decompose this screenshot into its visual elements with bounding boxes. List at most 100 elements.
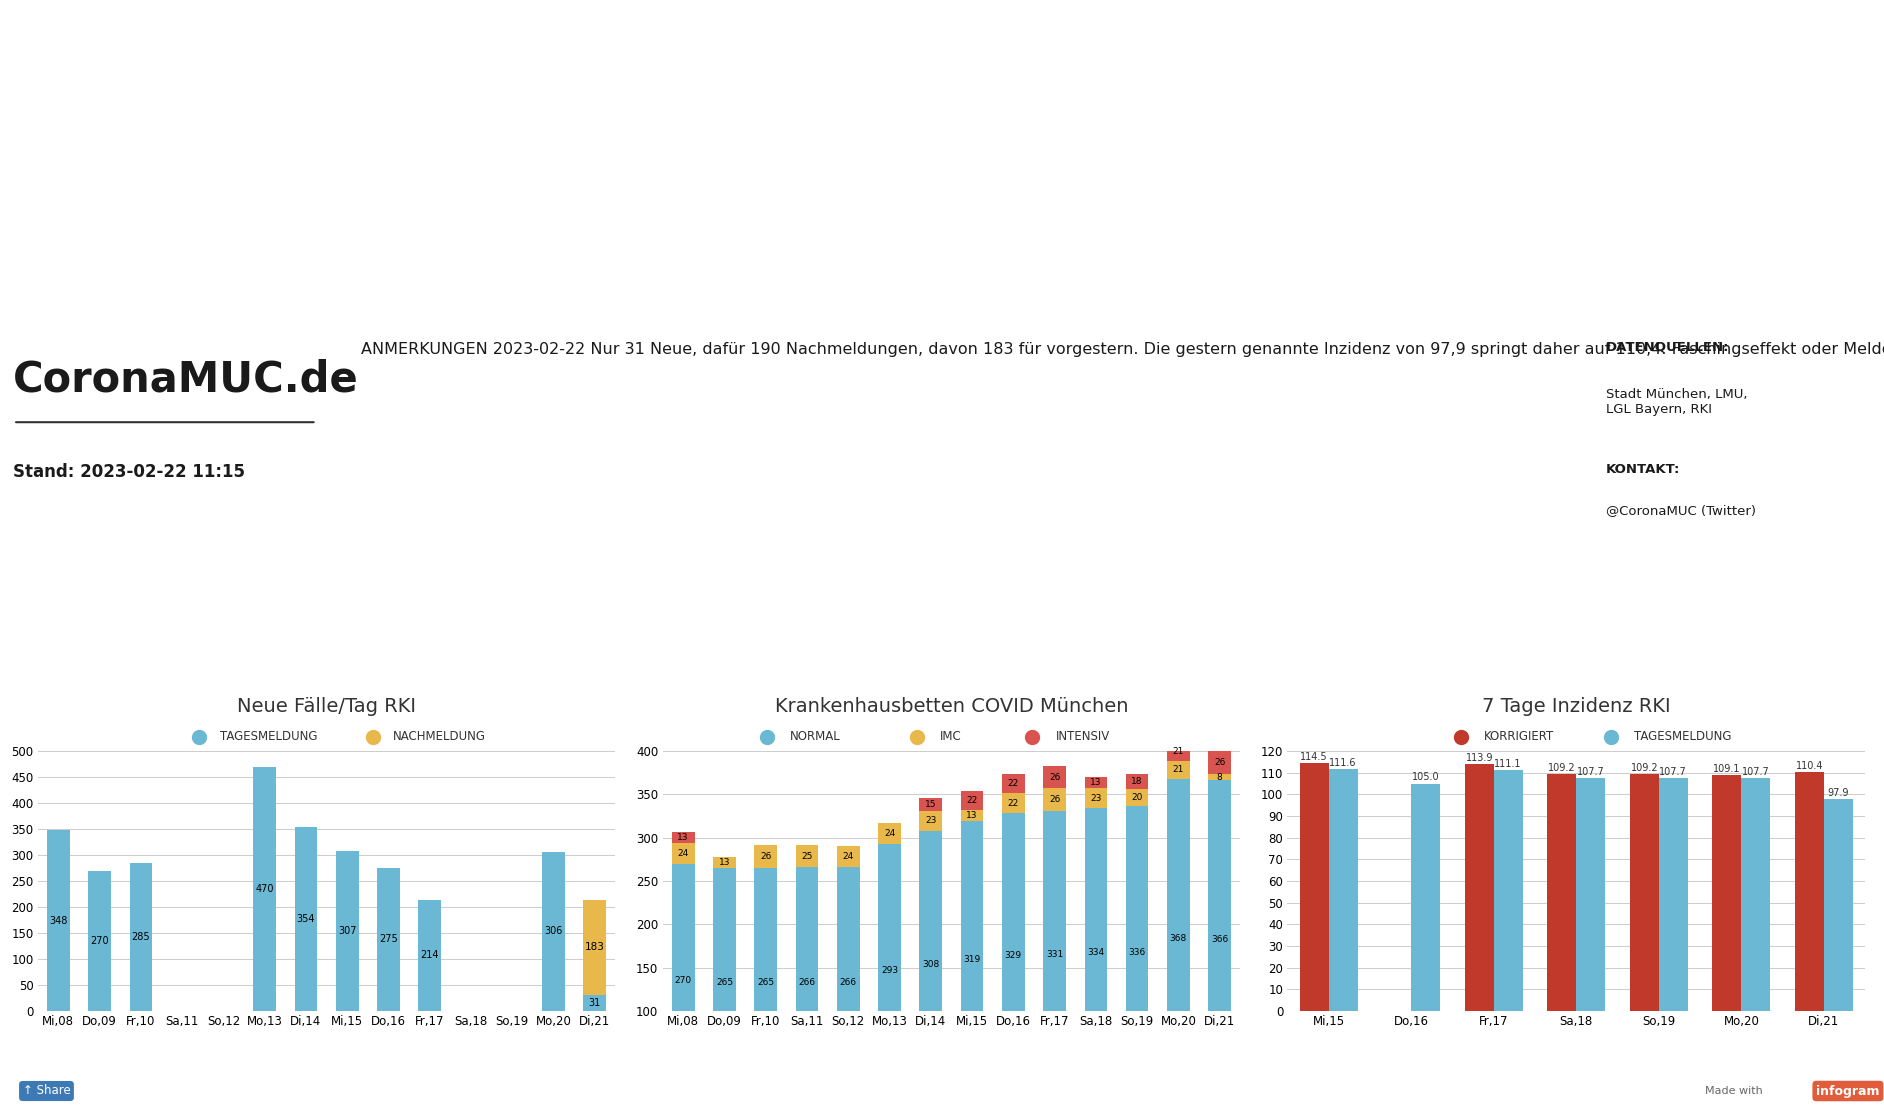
Text: 334: 334 — [1087, 949, 1104, 958]
Text: 366: 366 — [1211, 935, 1228, 943]
Text: IMC: IMC — [1087, 661, 1110, 675]
Text: ANMERKUNGEN 2023-02-22 Nur 31 Neue, dafür 190 Nachmeldungen, davon 183 für vorge: ANMERKUNGEN 2023-02-22 Nur 31 Neue, dafü… — [362, 343, 1884, 357]
Text: 265: 265 — [757, 979, 774, 988]
Bar — [754, 845, 776, 868]
Text: INZIDENZ RKI: INZIDENZ RKI — [1682, 566, 1773, 578]
Bar — [1630, 774, 1658, 1011]
Text: 26: 26 — [1168, 606, 1217, 640]
Text: REPRODUKTIONSWERT: REPRODUKTIONSWERT — [1338, 566, 1488, 578]
Text: 368: 368 — [1170, 933, 1187, 942]
Text: 114.5: 114.5 — [1300, 752, 1328, 762]
Text: Made with: Made with — [1705, 1086, 1763, 1096]
Text: @CoronaMUC (Twitter): @CoronaMUC (Twitter) — [1605, 504, 1756, 518]
Bar — [1577, 778, 1605, 1011]
Text: NACHMELDUNG: NACHMELDUNG — [394, 730, 486, 743]
Text: Genesene: 712.895: Genesene: 712.895 — [720, 665, 850, 677]
Text: KONTAKT:: KONTAKT: — [1605, 463, 1681, 477]
Bar — [878, 844, 901, 1097]
Text: 266: 266 — [840, 978, 857, 987]
Bar — [1002, 813, 1025, 1097]
Bar — [335, 852, 358, 1011]
Text: Krankenhausbetten COVID München: Krankenhausbetten COVID München — [774, 698, 1129, 717]
Bar — [1044, 765, 1066, 789]
Text: 24: 24 — [884, 828, 895, 838]
Bar — [961, 810, 983, 821]
Text: 25: 25 — [801, 852, 812, 860]
Text: CoronaMUC.de: CoronaMUC.de — [13, 358, 360, 400]
Bar — [1085, 778, 1108, 789]
Text: TODESFÄLLE: TODESFÄLLE — [430, 566, 512, 578]
Text: 13: 13 — [966, 811, 978, 820]
Text: IMC: IMC — [940, 730, 961, 743]
Bar — [584, 899, 607, 995]
Text: INTENSIV: INTENSIV — [1164, 661, 1221, 675]
Bar — [673, 832, 695, 843]
Text: +221: +221 — [96, 606, 219, 648]
Text: 22: 22 — [1008, 799, 1019, 807]
Text: Gesamt: 715.693: Gesamt: 715.693 — [100, 665, 215, 677]
Text: 7 Tage Inzidenz RKI: 7 Tage Inzidenz RKI — [1483, 698, 1671, 717]
Bar — [961, 791, 983, 810]
Text: 21: 21 — [1172, 747, 1183, 755]
Text: 308: 308 — [921, 960, 940, 969]
Text: +1: +1 — [439, 606, 503, 648]
Bar — [1127, 773, 1149, 790]
Bar — [377, 868, 399, 1011]
Bar — [47, 830, 70, 1011]
Text: 111.6: 111.6 — [1330, 758, 1356, 768]
Text: 20: 20 — [1132, 793, 1144, 802]
Text: TAGESMELDUNG: TAGESMELDUNG — [1633, 730, 1731, 743]
Text: 0,97: 0,97 — [1362, 606, 1464, 648]
Text: KRANKENHAUSBETTEN COVID: KRANKENHAUSBETTEN COVID — [1000, 566, 1198, 578]
Text: Neue Fälle/Tag RKI: Neue Fälle/Tag RKI — [237, 698, 416, 717]
Text: AKTUELL INFIZIERTE*: AKTUELL INFIZIERTE* — [714, 566, 855, 578]
Text: 107.7: 107.7 — [1660, 766, 1688, 776]
Text: 26: 26 — [1049, 772, 1061, 782]
Bar — [795, 867, 818, 1097]
Text: 13: 13 — [1091, 779, 1102, 787]
Bar — [1166, 761, 1191, 779]
Text: 21: 21 — [1172, 765, 1183, 774]
Bar — [1300, 763, 1328, 1011]
Text: 31: 31 — [588, 998, 601, 1008]
Bar — [1208, 751, 1230, 773]
Text: 23: 23 — [925, 816, 936, 825]
Text: Di-Sa, nicht nach
Feiertagen: Di-Sa, nicht nach Feiertagen — [1671, 665, 1784, 692]
Text: 26: 26 — [759, 853, 771, 862]
Text: Gesamt: 2.511: Gesamt: 2.511 — [422, 665, 520, 677]
Text: TAGESMELDUNG: TAGESMELDUNG — [220, 730, 317, 743]
Text: 336: 336 — [1129, 948, 1145, 957]
Text: 214: 214 — [420, 950, 439, 960]
Text: 109.2: 109.2 — [1549, 763, 1575, 773]
Text: 307: 307 — [337, 926, 356, 936]
Bar — [1166, 779, 1191, 1097]
Text: 183: 183 — [584, 942, 605, 952]
Bar — [252, 766, 275, 1011]
Text: 8: 8 — [1217, 772, 1223, 782]
Text: 113.9: 113.9 — [1466, 753, 1492, 763]
Bar — [1547, 774, 1577, 1011]
Bar — [1127, 790, 1149, 806]
Text: DATENQUELLEN:: DATENQUELLEN: — [1605, 341, 1730, 353]
Bar — [919, 811, 942, 831]
Bar — [1002, 793, 1025, 813]
Text: 110.4: 110.4 — [1795, 761, 1824, 771]
Bar — [712, 868, 737, 1097]
Text: 265: 265 — [716, 979, 733, 988]
Text: 107.7: 107.7 — [1743, 766, 1769, 776]
Text: 331: 331 — [1046, 950, 1063, 959]
Text: 24: 24 — [842, 853, 853, 862]
Bar — [1466, 764, 1494, 1011]
Bar — [919, 831, 942, 1097]
Text: 266: 266 — [799, 978, 816, 987]
Text: 13: 13 — [718, 858, 731, 867]
Text: 319: 319 — [963, 954, 982, 964]
Text: 348: 348 — [49, 916, 68, 926]
Text: 306: 306 — [544, 927, 563, 937]
Bar — [543, 852, 565, 1011]
Text: 329: 329 — [1004, 950, 1021, 960]
Text: 270: 270 — [90, 936, 109, 946]
Text: 22: 22 — [1008, 780, 1019, 789]
Text: * Genesene:  7 Tages Durchschnitt der Summe RKI vor 10 Tagen  |  Aktuell Infizie: * Genesene: 7 Tages Durchschnitt der Sum… — [437, 1041, 1447, 1060]
Text: 105.0: 105.0 — [1411, 772, 1439, 782]
